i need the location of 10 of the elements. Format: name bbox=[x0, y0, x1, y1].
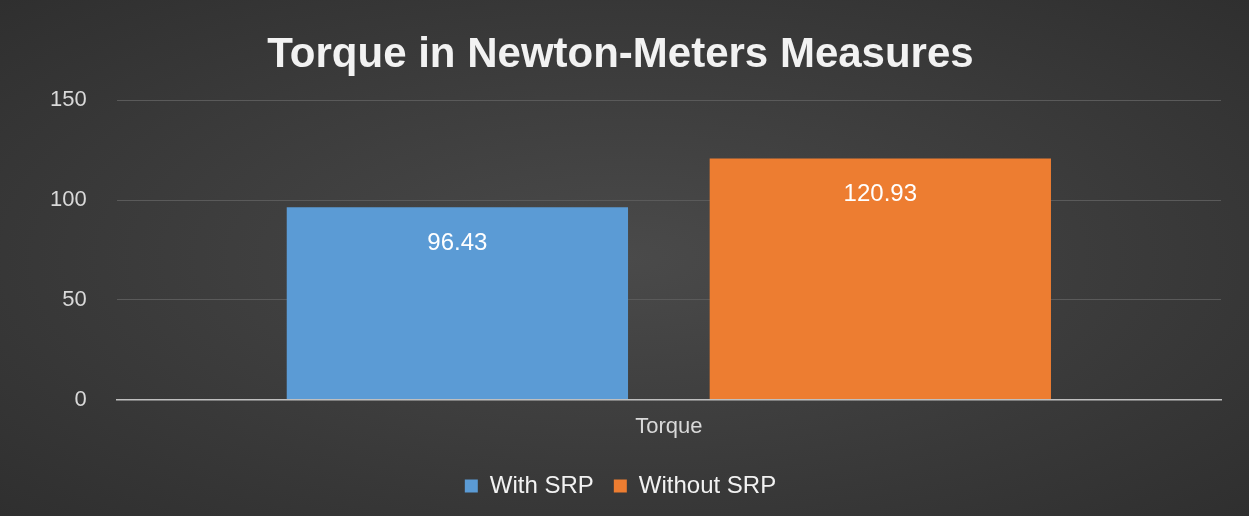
legend-label: With SRP bbox=[489, 470, 594, 498]
x-tick-label: Torque bbox=[635, 412, 703, 438]
chart-title: Torque in Newton-Meters Measures bbox=[267, 28, 974, 76]
legend-label: Without SRP bbox=[638, 470, 777, 498]
data-label: 96.43 bbox=[427, 227, 488, 255]
data-label: 120.93 bbox=[843, 179, 918, 207]
y-tick-label: 0 bbox=[74, 385, 87, 411]
y-tick-label: 50 bbox=[62, 285, 87, 311]
y-tick-label: 100 bbox=[49, 186, 87, 212]
y-tick-label: 150 bbox=[49, 86, 87, 112]
